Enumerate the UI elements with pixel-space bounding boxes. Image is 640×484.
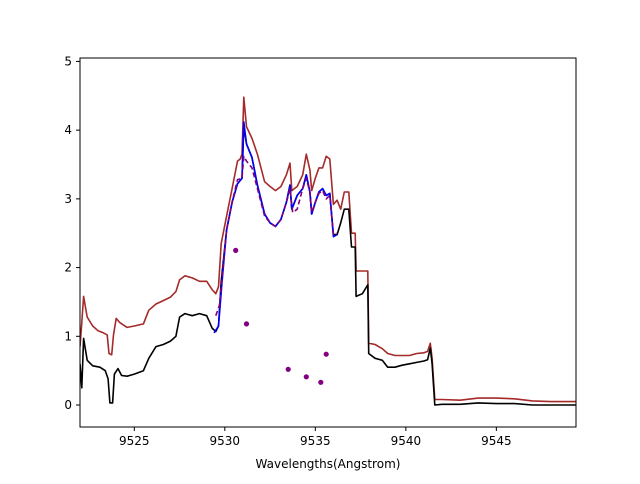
scatter-point-4 xyxy=(318,379,324,385)
data-layer xyxy=(80,96,576,406)
x-tick-label-1: 9530 xyxy=(210,434,241,448)
y-tick-label-3: 3 xyxy=(64,192,72,206)
y-tick-label-1: 1 xyxy=(64,329,72,343)
y-tick-label-5: 5 xyxy=(64,54,72,68)
series-line-fit xyxy=(215,155,338,316)
y-tick-label-0: 0 xyxy=(64,398,72,412)
x-tick-label-2: 9535 xyxy=(300,434,331,448)
series-line-upper xyxy=(80,96,576,403)
plot-frame xyxy=(79,57,577,428)
x-axis-label: Wavelengths(Angstrom) xyxy=(256,457,401,471)
y-tick-label-2: 2 xyxy=(64,261,72,275)
y-tick-label-4: 4 xyxy=(64,123,72,137)
x-tick-label-4: 9545 xyxy=(481,434,512,448)
scatter-point-3 xyxy=(303,374,309,380)
tick-layer: 9525 9530 9535 9540 9545 0 1 2 3 4 5 xyxy=(64,54,511,448)
x-tick-label-3: 9540 xyxy=(391,434,422,448)
scatter-point-1 xyxy=(243,321,250,327)
x-tick-label-0: 9525 xyxy=(119,434,150,448)
scatter-point-0 xyxy=(233,247,239,253)
scatter-point-5 xyxy=(323,351,329,357)
scatter-point-2 xyxy=(285,366,291,372)
